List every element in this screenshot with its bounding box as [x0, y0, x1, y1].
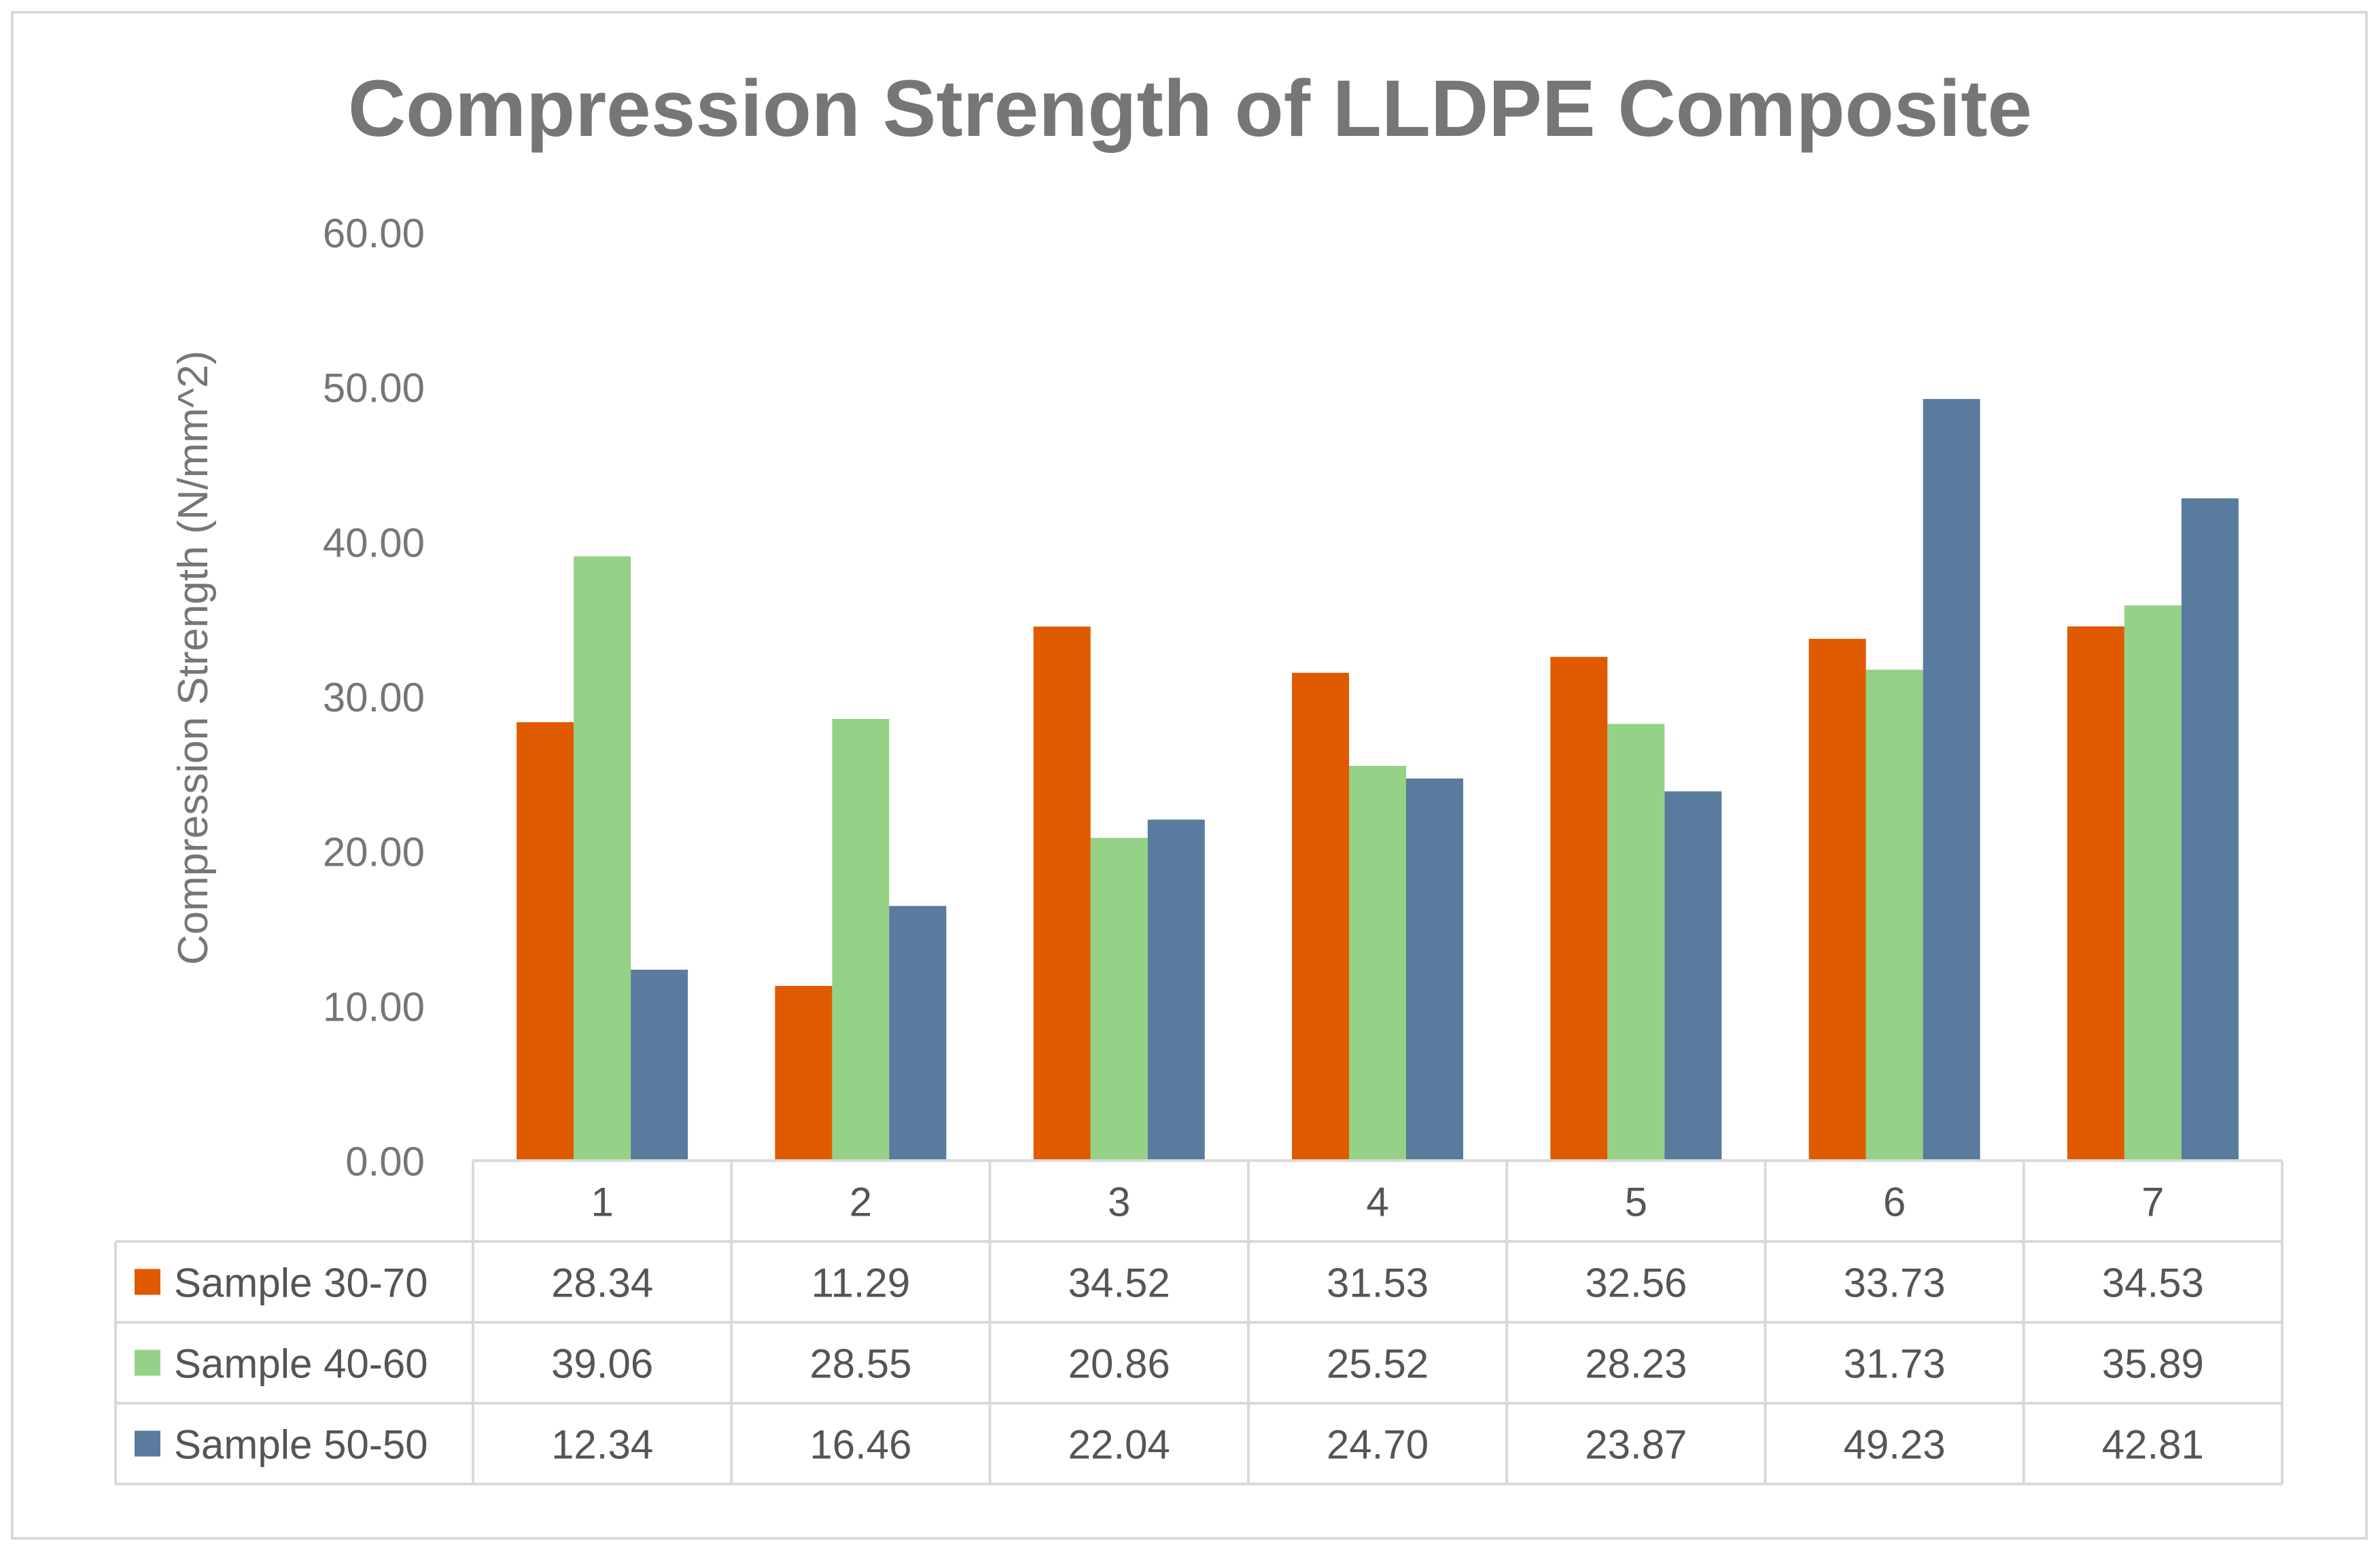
bar-sample-40-60-cat-7 — [2124, 605, 2182, 1161]
data-label: 11.29 — [811, 1260, 911, 1306]
y-axis-label: Compression Strength (N/mm^2) — [170, 351, 217, 965]
data-label: 25.52 — [1327, 1341, 1429, 1387]
category-label: 7 — [2141, 1180, 2164, 1225]
bar-sample-40-60-cat-3 — [1090, 838, 1148, 1161]
data-label: 28.23 — [1585, 1341, 1687, 1387]
category-label: 6 — [1883, 1180, 1906, 1225]
data-label: 31.73 — [1843, 1341, 1945, 1387]
y-tick-label: 0.00 — [345, 1139, 425, 1184]
y-tick-label: 40.00 — [323, 520, 425, 565]
data-label: 42.81 — [2102, 1422, 2204, 1468]
bar-sample-50-50-cat-3 — [1147, 819, 1205, 1161]
bar-sample-40-60-cat-4 — [1349, 765, 1406, 1161]
data-label: 24.70 — [1327, 1422, 1429, 1468]
bar-sample-30-70-cat-1 — [517, 722, 574, 1161]
bar-sample-50-50-cat-7 — [2181, 498, 2239, 1161]
legend-key-sample-40-60 — [135, 1350, 160, 1376]
data-table: 1 2 3 4 5 6 7 Sample 30-70 28.34 11.29 34.52 31.53 3… — [114, 1159, 2283, 1485]
data-label: 39.06 — [551, 1341, 653, 1387]
category-label: 3 — [1108, 1180, 1130, 1225]
bar-sample-50-50-cat-6 — [1923, 399, 1980, 1161]
bar-series-group — [517, 399, 2239, 1161]
bar-sample-40-60-cat-1 — [574, 556, 631, 1161]
legend-key-sample-50-50 — [135, 1430, 160, 1457]
bar-sample-30-70-cat-4 — [1292, 673, 1349, 1161]
y-tick-label: 10.00 — [323, 984, 425, 1029]
data-label: 23.87 — [1585, 1422, 1687, 1468]
data-label: 32.56 — [1585, 1260, 1687, 1306]
bar-sample-40-60-cat-6 — [1866, 669, 1923, 1161]
legend-key-sample-30-70 — [135, 1269, 160, 1295]
data-label: 22.04 — [1068, 1422, 1170, 1468]
bar-sample-50-50-cat-5 — [1664, 791, 1722, 1161]
data-label: 28.34 — [551, 1260, 653, 1306]
bar-sample-30-70-cat-5 — [1550, 656, 1608, 1161]
chart-title: Compression Strength of LLDPE Composite — [348, 64, 2032, 154]
bar-sample-30-70-cat-2 — [775, 985, 833, 1161]
bar-sample-40-60-cat-2 — [832, 719, 890, 1161]
data-label: 33.73 — [1843, 1260, 1945, 1306]
bar-sample-30-70-cat-7 — [2067, 626, 2124, 1161]
category-label: 1 — [591, 1180, 613, 1225]
y-tick-label: 20.00 — [323, 830, 425, 875]
data-label: 20.86 — [1068, 1341, 1170, 1387]
bar-sample-50-50-cat-2 — [889, 906, 947, 1161]
data-label: 35.89 — [2102, 1341, 2204, 1387]
bar-sample-30-70-cat-3 — [1033, 627, 1091, 1161]
bar-sample-50-50-cat-4 — [1406, 778, 1463, 1161]
bar-sample-50-50-cat-1 — [631, 970, 688, 1161]
legend-label: Sample 50-50 — [174, 1422, 428, 1468]
category-label: 5 — [1625, 1180, 1647, 1225]
legend-label: Sample 30-70 — [174, 1260, 428, 1306]
legend-label: Sample 40-60 — [174, 1341, 428, 1387]
data-label: 16.46 — [809, 1422, 911, 1468]
y-tick-label: 60.00 — [323, 211, 425, 256]
bar-sample-30-70-cat-6 — [1808, 639, 1866, 1161]
y-tick-label: 50.00 — [323, 366, 425, 411]
y-tick-label: 30.00 — [323, 675, 425, 720]
data-label: 34.52 — [1068, 1260, 1170, 1306]
data-label: 31.53 — [1327, 1260, 1429, 1306]
data-label: 12.34 — [551, 1422, 653, 1468]
category-label: 2 — [850, 1180, 872, 1225]
y-axis-ticks: 0.00 10.00 20.00 30.00 40.00 50.00 60.00 — [323, 211, 425, 1184]
data-label: 49.23 — [1843, 1422, 1945, 1468]
data-label: 28.55 — [809, 1341, 911, 1387]
bar-sample-40-60-cat-5 — [1607, 724, 1665, 1161]
category-label: 4 — [1366, 1180, 1388, 1225]
data-label: 34.53 — [2102, 1260, 2204, 1306]
